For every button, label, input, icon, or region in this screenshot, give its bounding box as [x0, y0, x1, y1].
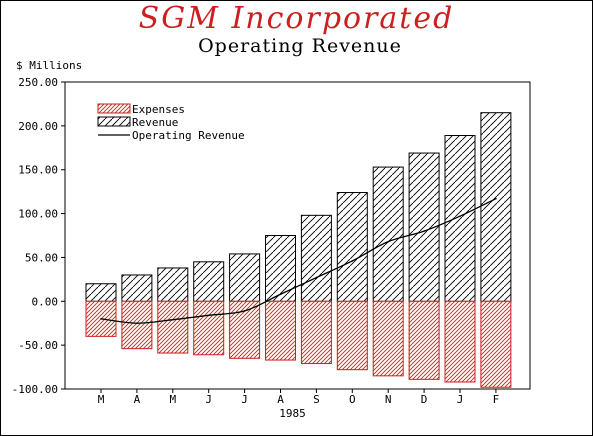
- operating-revenue-point: [351, 260, 354, 262]
- legend-swatch-revenue: [97, 116, 131, 127]
- operating-revenue-point: [207, 314, 210, 317]
- operating-revenue-line: [100, 198, 497, 324]
- operating-revenue-point: [495, 197, 497, 200]
- revenue-bar: [157, 267, 189, 302]
- operating-revenue-point: [387, 240, 390, 243]
- operating-revenue-point: [172, 318, 174, 321]
- revenue-bar: [121, 274, 153, 302]
- revenue-bar: [300, 214, 332, 302]
- y-tick-label: -50.00: [18, 339, 58, 352]
- y-tick-label: -100.00: [12, 383, 58, 396]
- operating-revenue-point: [243, 310, 246, 312]
- y-tick-label: 50.00: [25, 251, 58, 264]
- revenue-bar: [265, 235, 296, 302]
- operating-revenue-point: [100, 318, 102, 320]
- x-tick-label: M: [169, 393, 176, 406]
- legend-swatch-expenses: [97, 103, 131, 114]
- expenses-bar: [336, 300, 368, 371]
- y-tick-label: 150.00: [18, 164, 58, 177]
- expenses-bar: [372, 300, 404, 377]
- expenses-bar: [157, 300, 189, 354]
- y-axis-label: $ Millions: [16, 59, 83, 72]
- chart-subtitle: Operating Revenue: [198, 35, 402, 57]
- y-tick-label: 100.00: [18, 208, 58, 221]
- operating-revenue-point: [315, 276, 318, 279]
- revenue-bar: [336, 192, 368, 302]
- revenue-bar: [480, 112, 512, 302]
- x-tick-label: S: [313, 393, 320, 406]
- revenue-bar: [85, 283, 117, 302]
- chart-title: SGM Incorporated: [138, 1, 455, 36]
- operating-revenue-point: [136, 322, 138, 325]
- y-tick-label: 250.00: [18, 76, 58, 89]
- revenue-bar: [193, 261, 225, 302]
- operating-revenue-point: [279, 293, 282, 296]
- revenue-bar: [372, 166, 404, 302]
- x-tick-label: D: [421, 393, 428, 406]
- x-tick-label: A: [277, 393, 284, 406]
- x-axis-label: 1985: [279, 407, 306, 420]
- x-tick-label: M: [98, 393, 105, 406]
- operating-revenue-point: [423, 230, 425, 232]
- revenue-bar: [229, 253, 261, 302]
- x-tick-label: J: [457, 393, 464, 406]
- expenses-bar: [444, 300, 476, 383]
- x-tick-label: J: [241, 393, 248, 406]
- y-tick-label: 0.00: [32, 295, 59, 308]
- x-tick-label: N: [385, 393, 392, 406]
- legend-label-operating-revenue: Operating Revenue: [132, 129, 245, 142]
- x-tick-label: J: [205, 393, 212, 406]
- x-tick-label: F: [493, 393, 500, 406]
- plot-area: [64, 81, 531, 390]
- expenses-bar: [121, 300, 153, 350]
- operating-revenue-point: [459, 215, 461, 218]
- expenses-bar: [408, 300, 440, 380]
- expenses-bar: [229, 300, 261, 359]
- legend-label-expenses: Expenses: [132, 103, 185, 116]
- revenue-bar: [444, 135, 476, 302]
- expenses-bar: [300, 300, 332, 365]
- expenses-bar: [193, 300, 225, 356]
- expenses-bar: [265, 300, 296, 361]
- x-tick-label: A: [134, 393, 141, 406]
- y-tick-label: 200.00: [18, 120, 58, 133]
- legend-label-revenue: Revenue: [132, 116, 178, 129]
- expenses-bar: [480, 300, 512, 388]
- x-tick-label: O: [349, 393, 356, 406]
